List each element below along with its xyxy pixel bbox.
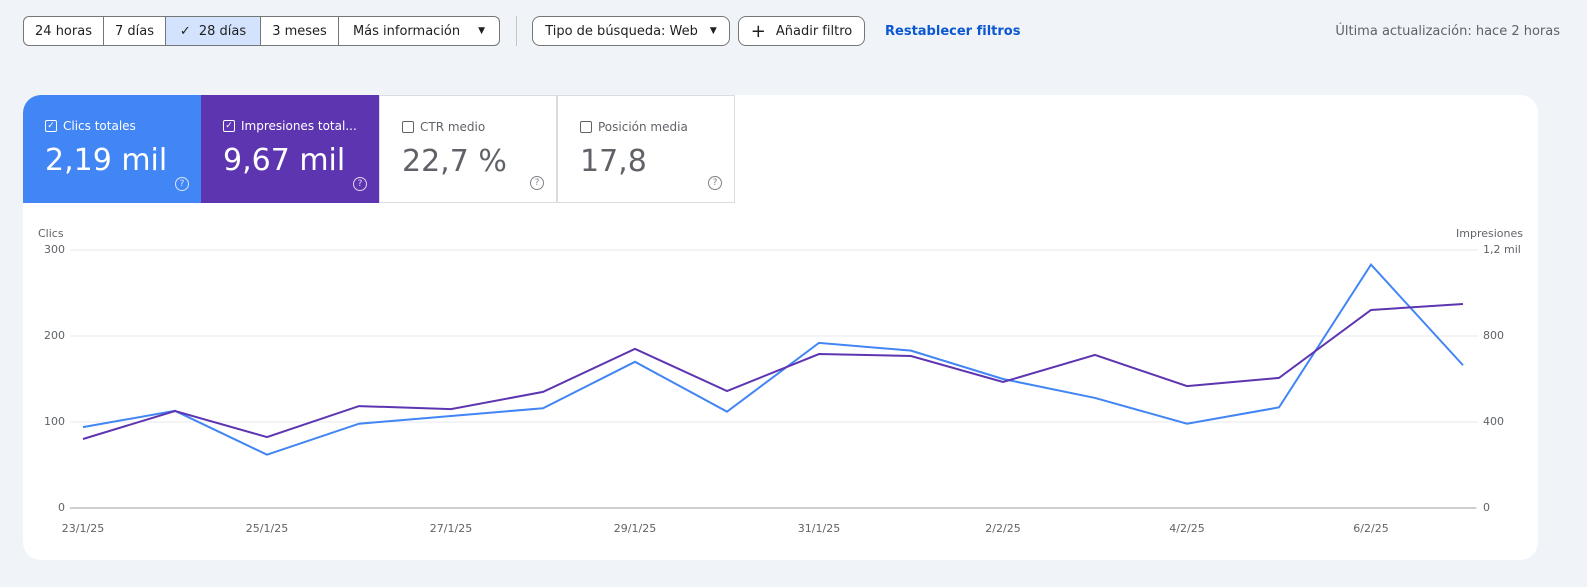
y-tick-label: 0: [58, 501, 65, 514]
help-icon: ?: [175, 177, 189, 191]
series-line: [82, 302, 1464, 440]
y-tick-label: 300: [44, 243, 65, 256]
metric-label-row: Posición media: [580, 120, 688, 134]
help-icon: ?: [353, 177, 367, 191]
checkbox: [402, 121, 414, 133]
range-button[interactable]: 24 horas: [23, 16, 104, 46]
series-line: [82, 262, 1464, 456]
metric-tile[interactable]: CTR medio 22,7 %?: [379, 95, 557, 203]
x-tick-label: 4/2/25: [1169, 522, 1204, 535]
x-tick-label: 29/1/25: [614, 522, 656, 535]
dropdown-icon: ▼: [709, 26, 717, 36]
x-tick-label: 31/1/25: [798, 522, 840, 535]
help-icon: ?: [708, 176, 722, 190]
metric-label: Clics totales: [63, 119, 136, 133]
y2-tick-label: 1,2 mil: [1483, 243, 1521, 256]
divider: [516, 16, 517, 46]
range-button-selected[interactable]: ✓ 28 días: [165, 16, 261, 46]
metric-value: 2,19 mil: [45, 143, 168, 178]
check-icon: ✓: [179, 23, 191, 39]
y2-axis-title: Impresiones: [1456, 227, 1523, 240]
metric-tile[interactable]: Posición media 17,8?: [557, 95, 735, 203]
x-tick-label: 2/2/25: [985, 522, 1020, 535]
more-label: Más información: [352, 23, 461, 39]
more-button[interactable]: Más información ▼: [338, 16, 500, 46]
metric-tile[interactable]: ✓ Impresiones total... 9,67 mil?: [201, 95, 379, 203]
add-filter-button[interactable]: + Añadir filtro: [738, 16, 865, 46]
add-filter-label: Añadir filtro: [775, 23, 853, 39]
y-tick-label: 100: [44, 415, 65, 428]
metric-label: Impresiones total...: [241, 119, 357, 133]
metric-label-row: CTR medio: [402, 120, 485, 134]
y-axis-title: Clics: [38, 227, 64, 240]
help-icon: ?: [530, 176, 544, 190]
x-tick-label: 25/1/25: [246, 522, 288, 535]
reset-link[interactable]: Restablecer filtros: [885, 24, 1021, 39]
metric-value: 9,67 mil: [223, 143, 346, 178]
range-button[interactable]: 7 días: [103, 16, 166, 46]
metric-label: CTR medio: [420, 120, 486, 134]
x-tick-label: 6/2/25: [1353, 522, 1388, 535]
y2-tick-label: 0: [1483, 501, 1490, 514]
search-type-label: Tipo de búsqueda: Web: [545, 23, 698, 39]
checkbox: ✓: [223, 120, 235, 132]
checkbox: ✓: [45, 120, 57, 132]
x-tick-label: 23/1/25: [62, 522, 104, 535]
metric-label-row: ✓ Clics totales: [45, 119, 136, 133]
metric-label: Posición media: [598, 120, 688, 134]
y2-tick-label: 800: [1483, 329, 1504, 342]
metric-value: 17,8: [580, 144, 647, 179]
checkbox: [580, 121, 592, 133]
range-label: 28 días: [198, 23, 247, 39]
dropdown-icon: ▼: [478, 26, 486, 36]
metric-value: 22,7 %: [402, 144, 507, 179]
y-tick-label: 200: [44, 329, 65, 342]
y2-tick-label: 400: [1483, 415, 1504, 428]
search-type-button[interactable]: Tipo de búsqueda: Web ▼: [532, 16, 730, 46]
last-updated: Última actualización: hace 2 horas: [1335, 24, 1560, 39]
plus-icon: +: [750, 20, 766, 42]
x-tick-label: 27/1/25: [430, 522, 472, 535]
metric-label-row: ✓ Impresiones total...: [223, 119, 357, 133]
metric-tile[interactable]: ✓ Clics totales 2,19 mil?: [23, 95, 201, 203]
